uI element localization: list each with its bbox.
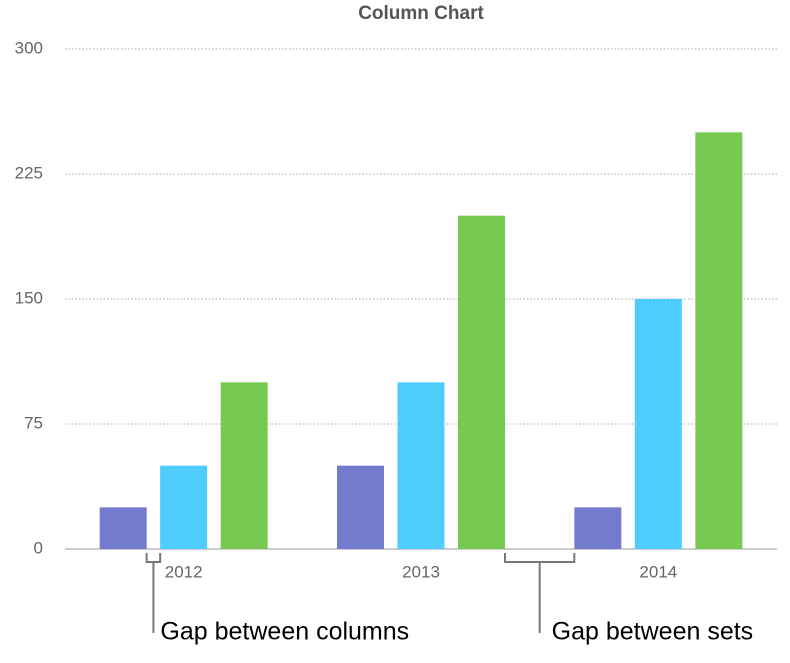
bar [397, 382, 445, 549]
y-tick-label: 150 [15, 288, 43, 307]
annotation: Gap between columns [160, 618, 409, 646]
bar [160, 465, 208, 549]
annotation: Gap between sets [552, 618, 754, 646]
bar [337, 465, 384, 549]
x-tick-label: 2013 [402, 562, 440, 581]
bar [220, 382, 268, 549]
bar [458, 215, 505, 549]
y-tick-label: 75 [24, 413, 43, 432]
bar [634, 299, 682, 549]
y-tick-label: 225 [15, 163, 43, 182]
chart-title: Column Chart [358, 3, 484, 24]
bar [99, 507, 147, 549]
bar [574, 507, 622, 549]
y-tick-label: 300 [15, 38, 43, 57]
column-gap-bracket [145, 553, 162, 633]
set-gap-bracket [504, 553, 576, 633]
bar [695, 132, 743, 550]
y-tick-label: 0 [34, 538, 43, 557]
x-tick-label: 2012 [165, 562, 203, 581]
x-tick-label: 2014 [639, 562, 677, 581]
